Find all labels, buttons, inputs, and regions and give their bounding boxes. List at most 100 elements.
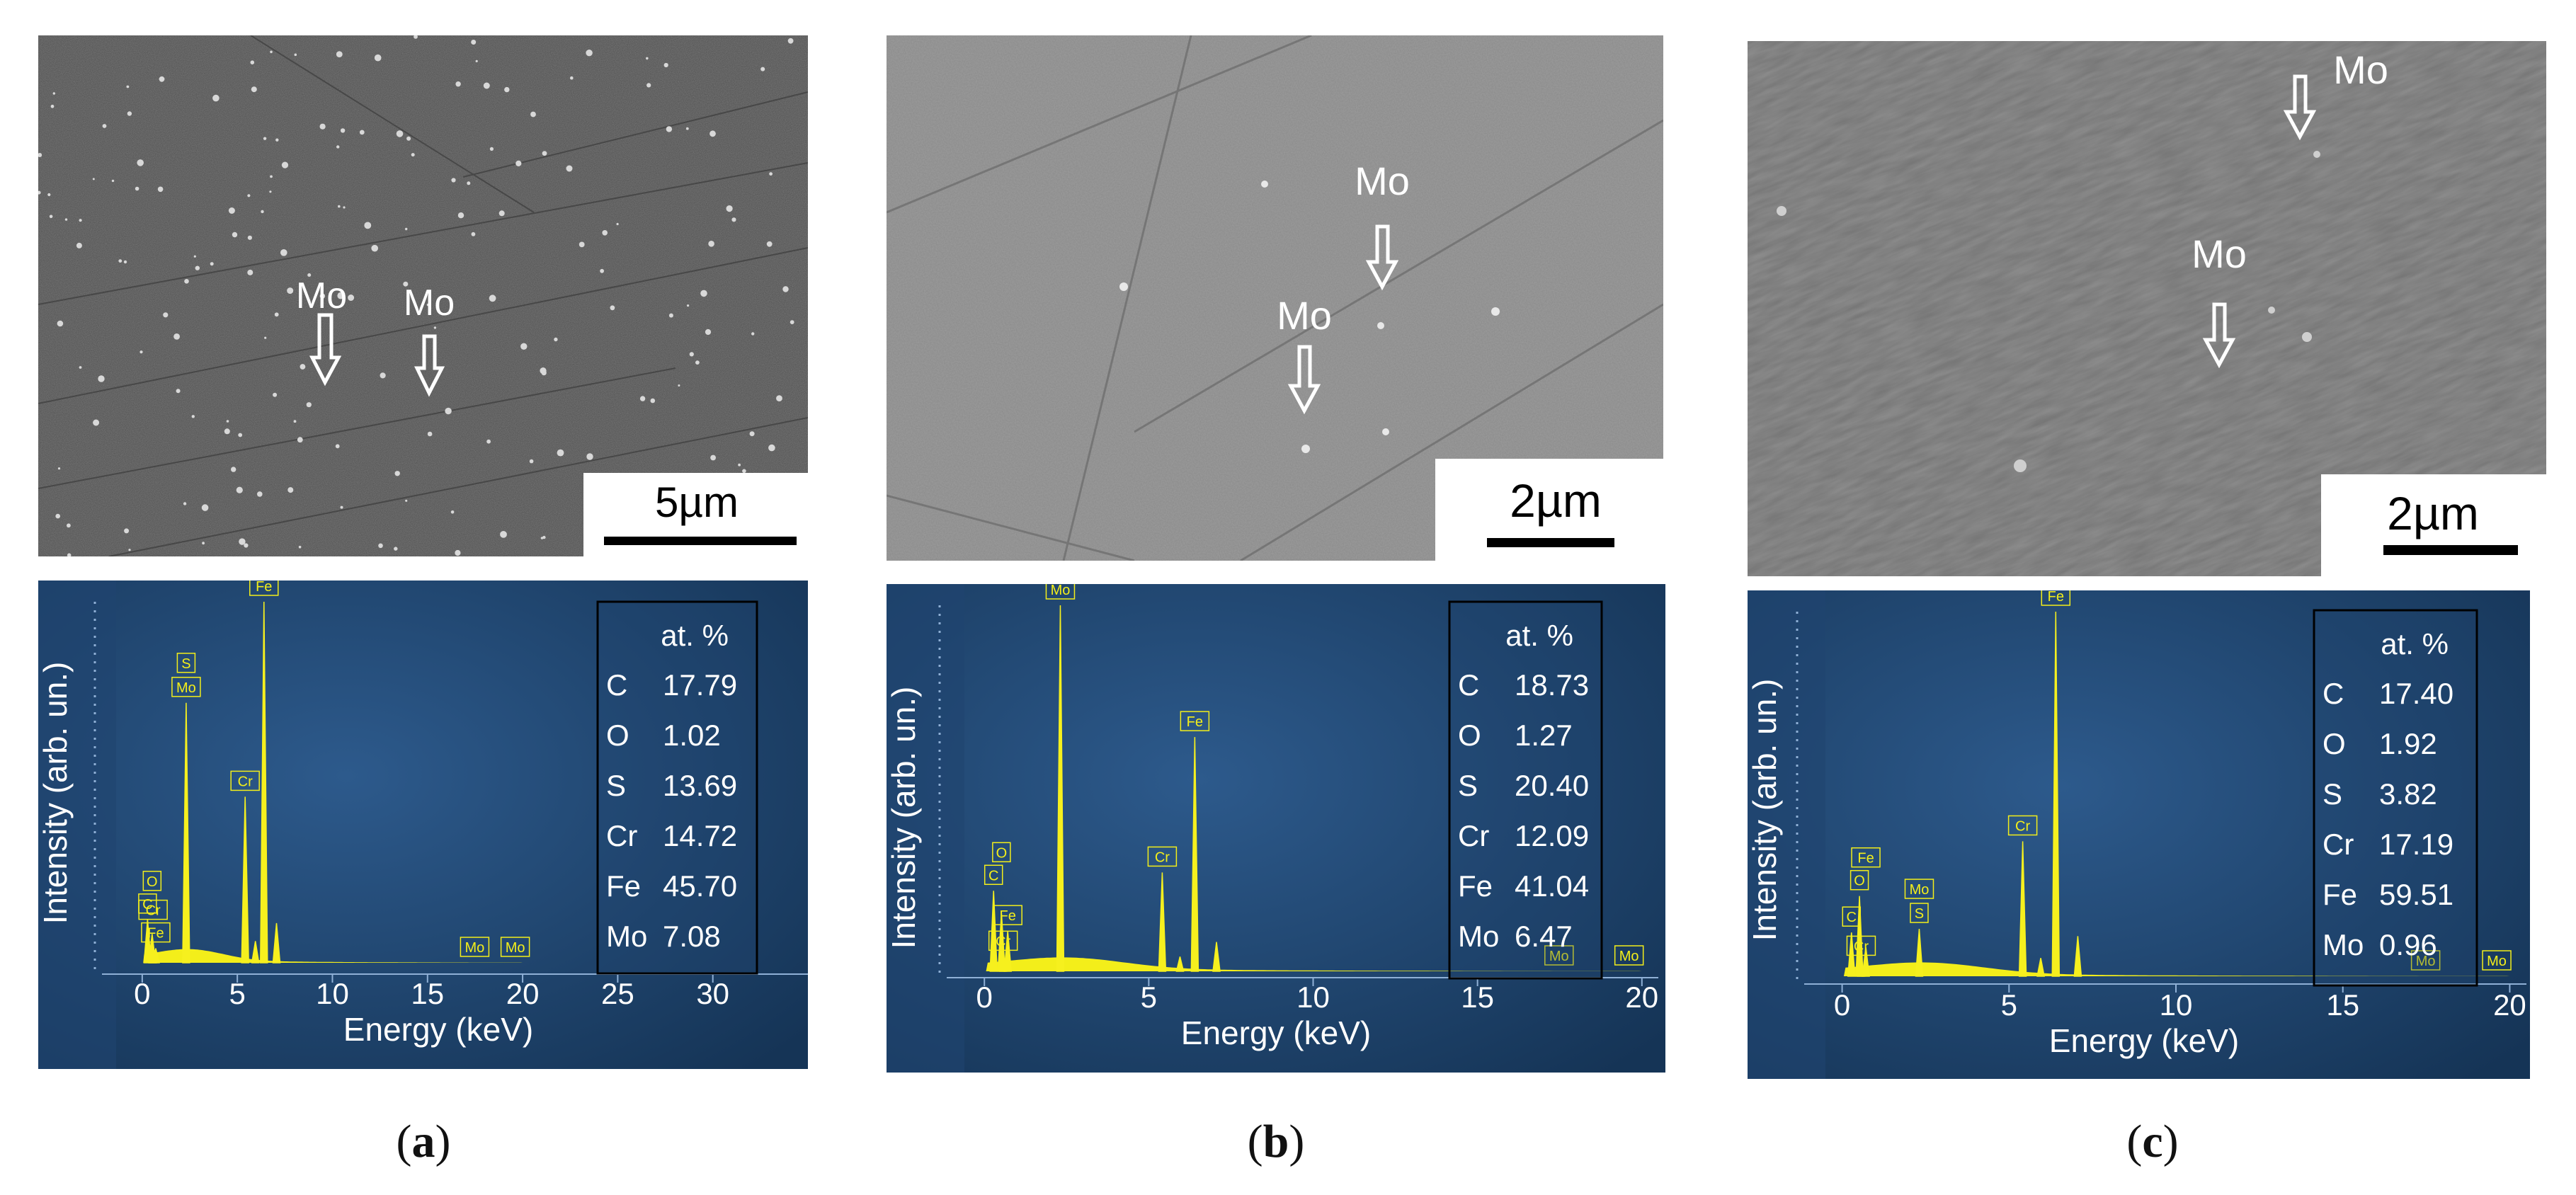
sem-particle <box>257 491 263 497</box>
x-axis-label: Energy (keV) <box>2049 1022 2239 1059</box>
peak-label: Cr <box>1854 939 1869 954</box>
peak-label: Fe <box>1857 851 1874 867</box>
composition-table-border <box>2313 609 2478 987</box>
sem-particle <box>338 205 341 208</box>
sem-particle <box>471 40 477 45</box>
peak-label: Mo <box>176 680 196 696</box>
spectrum-peak <box>2073 936 2082 977</box>
peak-label: O <box>1854 874 1865 889</box>
spectrum-peak <box>998 956 1008 972</box>
x-tick-label: 5 <box>229 977 245 1010</box>
sem-particle <box>540 537 544 539</box>
sem-particle <box>489 147 494 151</box>
sem-particle <box>343 206 346 209</box>
peak-label-box <box>2007 815 2038 836</box>
sem-particle <box>297 437 303 443</box>
scale-bar-label-b: 2µm <box>1510 474 1602 527</box>
peak-label-box <box>1544 945 1574 966</box>
sem-particle <box>336 51 343 57</box>
eds-spectrum-a: 0 5 10 15 20 25 30 C O Fe Cr S Mo Cr Fe Mo Mo Intensity… <box>38 581 808 1069</box>
sem-particle <box>92 178 95 181</box>
sem-particle <box>67 553 72 556</box>
spectrum-peak <box>2051 611 2061 977</box>
sem-particle <box>231 467 236 472</box>
sem-particle <box>270 175 273 178</box>
sem-particle <box>475 59 478 62</box>
sem-particle <box>128 549 131 551</box>
peak-label-box <box>500 937 530 957</box>
spectrum-series <box>986 605 1642 972</box>
sem-particle <box>118 259 122 263</box>
peak-label: O <box>147 874 158 890</box>
composition-element: Cr <box>2323 828 2354 861</box>
sem-particle <box>193 255 196 258</box>
sem-image-a: 5µm Mo Mo <box>38 35 808 556</box>
sem-particle <box>489 295 496 302</box>
peak-label-box <box>1147 846 1178 867</box>
scale-bar-label-a: 5µm <box>655 479 739 526</box>
sem-particle <box>467 181 471 185</box>
arrow-mo-b2: Mo <box>1277 293 1332 415</box>
x-tick-group: 0 5 10 15 20 25 30 <box>93 602 808 1010</box>
x-tick-label: 0 <box>976 980 993 1014</box>
sem-particle <box>433 326 437 329</box>
peak-label-box <box>176 653 196 673</box>
sem-particle <box>639 396 646 401</box>
peak-label-box <box>2482 950 2512 971</box>
sem-particle <box>579 241 585 248</box>
composition-element: Cr <box>1458 819 1489 852</box>
sem-particle <box>244 543 249 548</box>
sem-particle <box>668 313 673 318</box>
sem-particle <box>542 535 546 539</box>
peak-label-box <box>1851 847 1881 868</box>
sem-particle <box>273 392 278 397</box>
composition-element: S <box>606 769 626 802</box>
caption-letter: b <box>1263 1116 1289 1167</box>
spectrum-peak <box>1158 872 1167 972</box>
peak-label: Mo <box>1549 949 1569 964</box>
sem-particle <box>790 320 794 324</box>
arrow-mo-a2: Mo <box>404 282 455 397</box>
caption-c: (c) <box>2126 1116 2179 1167</box>
sem-particle <box>710 454 716 461</box>
sem-particle <box>486 439 491 444</box>
composition-element: C <box>606 668 627 702</box>
peak-label: Mo <box>2416 954 2436 969</box>
sem-particle <box>176 389 181 394</box>
x-tick-label: 5 <box>1141 980 1157 1014</box>
composition-element: Cr <box>606 819 637 852</box>
peak-label: Mo <box>506 940 525 956</box>
scale-bar-c <box>2383 545 2518 555</box>
peak-label-box <box>1850 869 1869 891</box>
peak-label: Mo <box>465 940 484 956</box>
peak-label: C <box>1847 910 1857 925</box>
sem-particle <box>700 290 707 297</box>
sem-particle <box>210 262 214 266</box>
sem-particle <box>251 86 257 93</box>
x-tick-label: 10 <box>2160 988 2193 1022</box>
composition-value: 41.04 <box>1515 869 1589 903</box>
sem-particle <box>57 320 64 327</box>
peak-label: Fe <box>1187 714 1203 730</box>
sem-particle <box>451 178 456 183</box>
composition-element: Mo <box>2323 928 2364 961</box>
spectrum-peak <box>241 796 249 964</box>
sem-particle <box>274 312 279 317</box>
peak-label-box <box>1180 711 1210 731</box>
composition-value: 17.40 <box>2379 677 2454 710</box>
sem-particle <box>307 273 312 277</box>
arrow-mo-b1: Mo <box>1355 159 1410 291</box>
peak-label: Cr <box>1155 850 1170 865</box>
peak-label-box <box>1614 945 1644 966</box>
sem-particle <box>646 57 649 60</box>
sem-particle <box>135 186 139 191</box>
sem-particle <box>689 352 694 357</box>
sem-particle <box>406 136 411 141</box>
peak-label: Cr <box>146 903 161 919</box>
sem-particle <box>55 513 60 519</box>
spectrum-peak <box>2036 958 2045 977</box>
